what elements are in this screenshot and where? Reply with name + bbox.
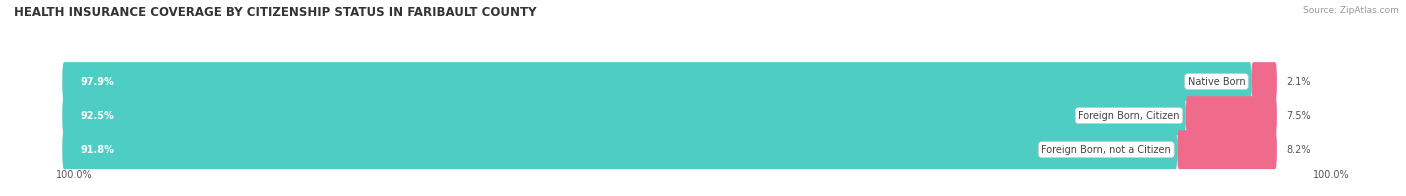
FancyBboxPatch shape bbox=[62, 62, 1251, 101]
FancyBboxPatch shape bbox=[1185, 96, 1277, 135]
Text: Source: ZipAtlas.com: Source: ZipAtlas.com bbox=[1303, 6, 1399, 15]
FancyBboxPatch shape bbox=[62, 96, 1185, 135]
FancyBboxPatch shape bbox=[62, 96, 1277, 135]
FancyBboxPatch shape bbox=[1177, 130, 1277, 169]
FancyBboxPatch shape bbox=[62, 130, 1277, 169]
Text: 100.0%: 100.0% bbox=[1313, 170, 1350, 180]
Text: 91.8%: 91.8% bbox=[80, 145, 114, 155]
Text: 100.0%: 100.0% bbox=[56, 170, 93, 180]
FancyBboxPatch shape bbox=[62, 130, 1177, 169]
Text: 92.5%: 92.5% bbox=[80, 111, 114, 121]
Text: 8.2%: 8.2% bbox=[1286, 145, 1312, 155]
FancyBboxPatch shape bbox=[62, 62, 1277, 101]
Text: HEALTH INSURANCE COVERAGE BY CITIZENSHIP STATUS IN FARIBAULT COUNTY: HEALTH INSURANCE COVERAGE BY CITIZENSHIP… bbox=[14, 6, 537, 19]
FancyBboxPatch shape bbox=[1251, 62, 1277, 101]
Text: 2.1%: 2.1% bbox=[1286, 77, 1312, 87]
Text: 7.5%: 7.5% bbox=[1286, 111, 1312, 121]
Text: Foreign Born, not a Citizen: Foreign Born, not a Citizen bbox=[1042, 145, 1171, 155]
Text: Native Born: Native Born bbox=[1188, 77, 1246, 87]
Text: Foreign Born, Citizen: Foreign Born, Citizen bbox=[1078, 111, 1180, 121]
Text: 97.9%: 97.9% bbox=[80, 77, 114, 87]
